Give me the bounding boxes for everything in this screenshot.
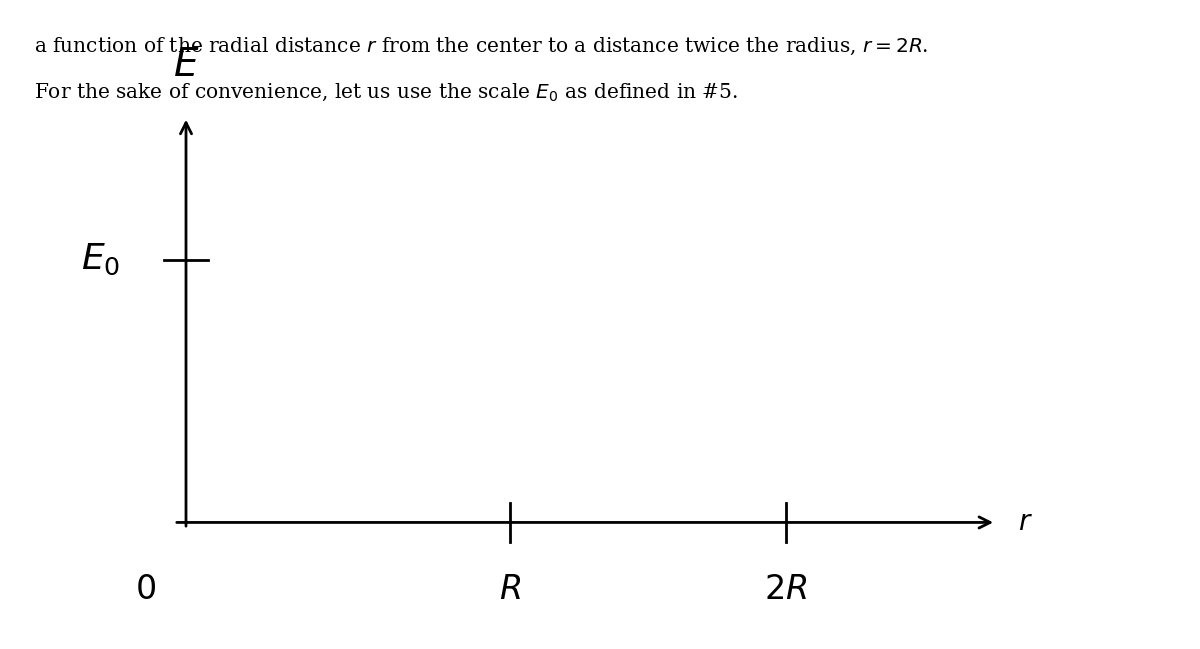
Text: $0$: $0$ <box>134 574 156 606</box>
Text: $E_0$: $E_0$ <box>80 242 120 277</box>
Text: For the sake of convenience, let us use the scale $E_0$ as defined in #5.: For the sake of convenience, let us use … <box>34 81 738 103</box>
Text: $E$: $E$ <box>173 47 199 84</box>
Text: $r$: $r$ <box>1018 509 1032 536</box>
Text: $2R$: $2R$ <box>764 574 808 606</box>
Text: $R$: $R$ <box>499 574 521 606</box>
Text: a function of the radial distance $r$ from the center to a distance twice the ra: a function of the radial distance $r$ fr… <box>34 36 928 57</box>
